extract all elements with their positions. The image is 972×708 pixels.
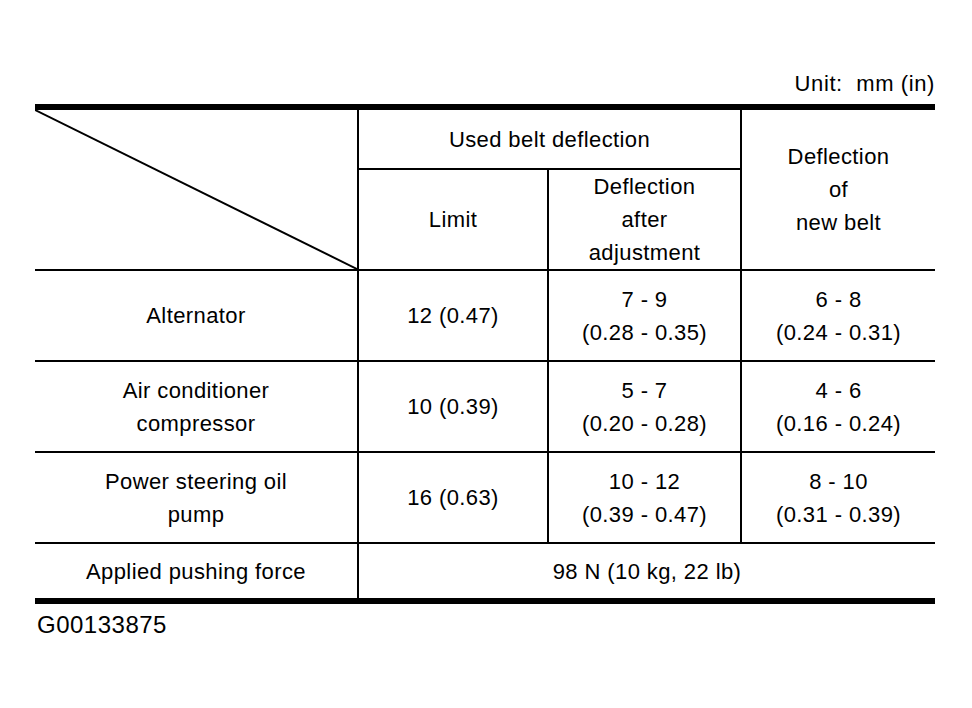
header-row-top: Used belt deflection Deflection of new b… (35, 107, 935, 169)
alternator-limit: 12 (0.47) (358, 270, 548, 361)
table-corner-cell (35, 107, 358, 270)
power-steering-limit: 16 (0.63) (358, 452, 548, 543)
diagonal-line-icon (35, 110, 357, 269)
power-steering-deflection-new-belt: 8 - 10 (0.31 - 0.39) (741, 452, 935, 543)
header-deflection-of-new-belt: Deflection of new belt (741, 107, 935, 270)
table-row-pushing-force: Applied pushing force 98 N (10 kg, 22 lb… (35, 543, 935, 601)
row-label-power-steering: Power steering oil pump (35, 452, 358, 543)
ac-compressor-deflection-after-adjustment: 5 - 7 (0.20 - 0.28) (548, 361, 741, 452)
header-used-belt-deflection: Used belt deflection (358, 107, 741, 169)
row-label-alternator: Alternator (35, 270, 358, 361)
figure-code: G00133875 (37, 611, 167, 639)
table-row-ac-compressor: Air conditioner compressor 10 (0.39) 5 -… (35, 361, 935, 452)
alternator-deflection-new-belt: 6 - 8 (0.24 - 0.31) (741, 270, 935, 361)
ac-compressor-limit: 10 (0.39) (358, 361, 548, 452)
manual-page: Unit: mm (in) Used belt deflection Defle… (0, 0, 972, 708)
table-row-power-steering: Power steering oil pump 16 (0.63) 10 - 1… (35, 452, 935, 543)
row-label-ac-compressor: Air conditioner compressor (35, 361, 358, 452)
table-row-alternator: Alternator 12 (0.47) 7 - 9 (0.28 - 0.35)… (35, 270, 935, 361)
header-deflection-after-adjustment: Deflection after adjustment (548, 169, 741, 270)
ac-compressor-deflection-new-belt: 4 - 6 (0.16 - 0.24) (741, 361, 935, 452)
row-label-pushing-force: Applied pushing force (35, 543, 358, 601)
header-limit: Limit (358, 169, 548, 270)
pushing-force-value: 98 N (10 kg, 22 lb) (358, 543, 935, 601)
alternator-deflection-after-adjustment: 7 - 9 (0.28 - 0.35) (548, 270, 741, 361)
unit-label: Unit: mm (in) (795, 71, 935, 97)
power-steering-deflection-after-adjustment: 10 - 12 (0.39 - 0.47) (548, 452, 741, 543)
belt-deflection-table: Used belt deflection Deflection of new b… (35, 104, 935, 604)
